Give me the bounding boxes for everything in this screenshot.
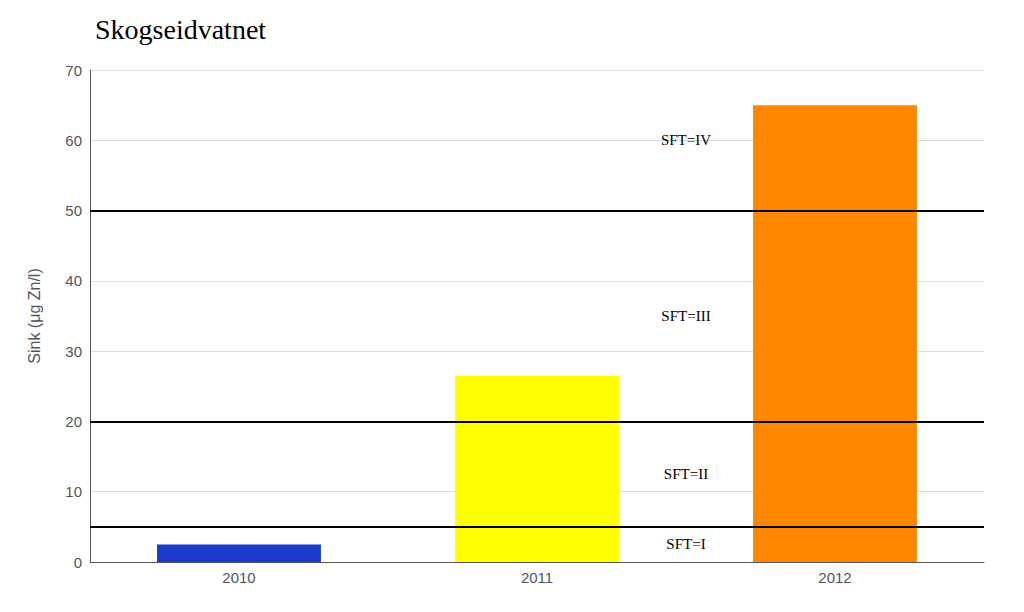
svg-text:SFT=II: SFT=II bbox=[664, 466, 708, 482]
svg-text:60: 60 bbox=[65, 132, 82, 149]
svg-text:2011: 2011 bbox=[521, 569, 553, 586]
svg-text:Skogseidvatnet: Skogseidvatnet bbox=[95, 14, 266, 45]
svg-text:2010: 2010 bbox=[222, 569, 255, 586]
svg-text:SFT=IV: SFT=IV bbox=[661, 132, 711, 148]
svg-text:SFT=I: SFT=I bbox=[666, 536, 705, 552]
svg-text:2012: 2012 bbox=[818, 569, 851, 586]
svg-text:20: 20 bbox=[65, 413, 82, 430]
svg-text:50: 50 bbox=[65, 202, 82, 219]
svg-text:Sink (μg Zn/l): Sink (μg Zn/l) bbox=[26, 268, 43, 363]
svg-text:10: 10 bbox=[65, 483, 82, 500]
svg-text:SFT=III: SFT=III bbox=[661, 308, 710, 324]
svg-text:70: 70 bbox=[65, 62, 82, 79]
svg-text:30: 30 bbox=[65, 343, 82, 360]
svg-text:0: 0 bbox=[74, 554, 82, 571]
svg-text:40: 40 bbox=[65, 272, 82, 289]
